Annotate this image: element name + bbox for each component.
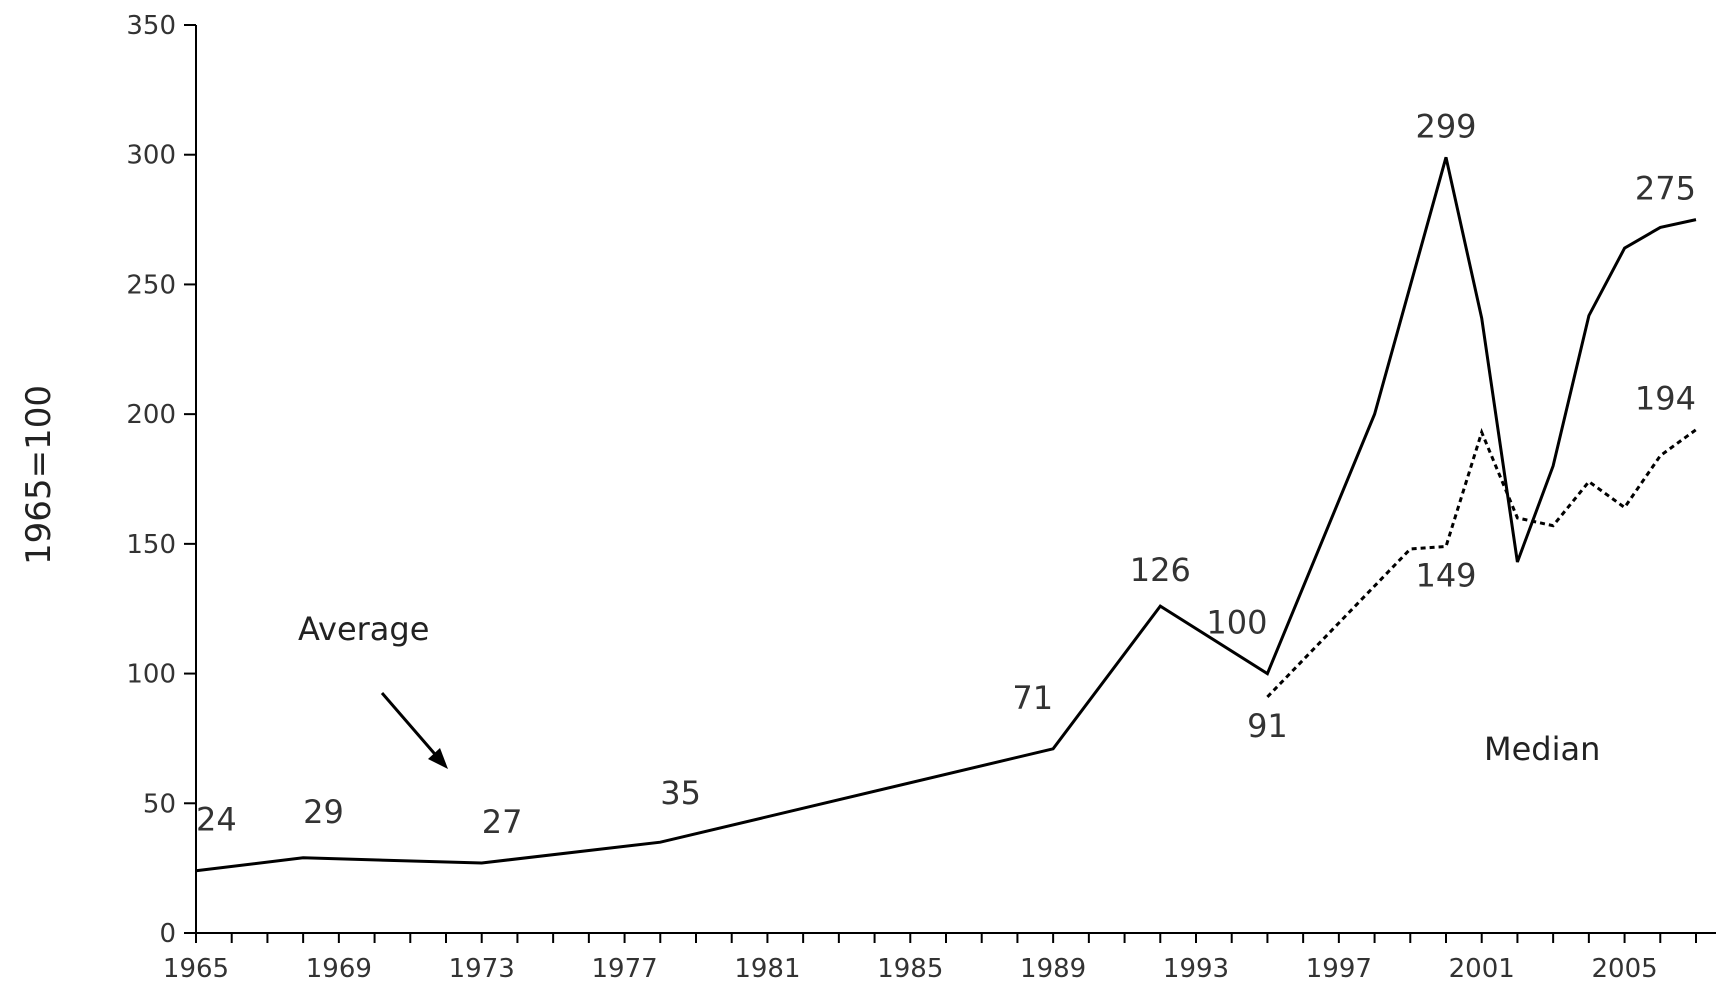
- data-label: 35: [660, 774, 701, 812]
- data-labels: 24 29 27 35 71 126 100 91 299 149 275 194: [196, 107, 1696, 841]
- data-label: 24: [196, 801, 237, 839]
- y-tick-label: 100: [126, 660, 176, 690]
- data-label: 275: [1635, 170, 1696, 208]
- series-line-median: [1266, 427, 1697, 698]
- median-annotation: Median: [1484, 730, 1600, 768]
- data-label: 71: [1012, 679, 1053, 717]
- y-tick-label: 300: [126, 141, 176, 171]
- average-arrow-head: [428, 748, 448, 769]
- x-tick-label: 1977: [591, 954, 657, 984]
- x-tick-label: 2001: [1449, 954, 1515, 984]
- y-tick-label: 50: [143, 789, 176, 819]
- x-tick-label: 1997: [1306, 954, 1372, 984]
- y-tick-label: 250: [126, 270, 176, 300]
- y-axis-title: 1965=100: [19, 385, 59, 565]
- average-arrow-shaft: [380, 692, 442, 761]
- data-label: 100: [1206, 604, 1267, 642]
- annotations: Average Median: [298, 610, 1600, 769]
- x-tick-label: 1989: [1020, 954, 1086, 984]
- x-tick-label: 1965: [163, 954, 229, 984]
- y-tick-label: 350: [126, 11, 176, 41]
- x-tick-label: 1981: [734, 954, 800, 984]
- data-label: 126: [1130, 551, 1191, 589]
- y-tick-label: 0: [159, 919, 176, 949]
- average-annotation: Average: [298, 610, 429, 648]
- x-tick-label: 2005: [1591, 954, 1657, 984]
- data-label: 149: [1415, 556, 1476, 594]
- x-tick-label: 1985: [877, 954, 943, 984]
- data-label: 29: [303, 793, 344, 831]
- x-tick-label: 1973: [449, 954, 515, 984]
- data-label: 91: [1247, 707, 1288, 745]
- series-layer: [195, 156, 1697, 873]
- y-tick-label: 200: [126, 400, 176, 430]
- data-label: 194: [1635, 380, 1696, 418]
- series-line-average: [195, 156, 1697, 873]
- x-tick-label: 1969: [306, 954, 372, 984]
- data-label: 27: [482, 803, 523, 841]
- axes: 0 50 100 150 200 250 300 350 1965 1969 1973 1977 198…: [126, 11, 1716, 984]
- data-label: 299: [1415, 107, 1476, 145]
- x-tick-label: 1993: [1163, 954, 1229, 984]
- y-tick-label: 150: [126, 530, 176, 560]
